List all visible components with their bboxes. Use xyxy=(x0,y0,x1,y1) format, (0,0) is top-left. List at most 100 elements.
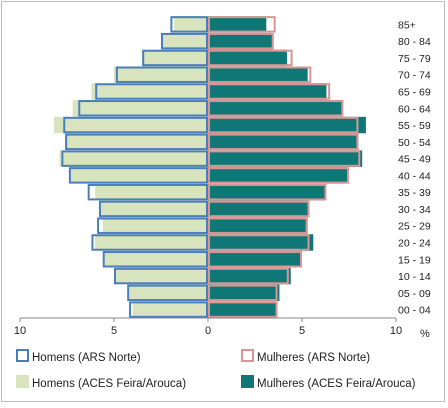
bar-female-ars-4 xyxy=(208,234,310,251)
x-axis: 10 5 0 5 10% xyxy=(14,317,430,340)
bar-female-aces-15 xyxy=(208,49,287,67)
bar-female-aces-0 xyxy=(208,301,276,318)
category-label-15: 75 - 79 xyxy=(398,53,431,65)
bar-male-ars-17 xyxy=(170,16,208,33)
bar-female-aces-16 xyxy=(208,32,272,50)
bar-male-aces-6 xyxy=(98,200,208,218)
female-ars-bars xyxy=(208,16,361,318)
bar-female-aces-11 xyxy=(208,116,366,134)
category-label-11: 55 - 59 xyxy=(398,120,431,132)
x-tick-label-0: 10 xyxy=(14,325,26,337)
bar-male-ars-6 xyxy=(98,200,208,218)
x-tick-label-4: 10 xyxy=(390,325,402,337)
bar-male-aces-11 xyxy=(53,116,209,134)
legend: Homens (ARS Norte) Mulheres (ARS Norte) Ho… xyxy=(16,349,416,390)
category-label-14: 70 - 74 xyxy=(398,70,431,82)
bar-female-ars-1 xyxy=(208,284,278,302)
bar-female-ars-9 xyxy=(208,150,361,167)
bar-female-ars-6 xyxy=(208,200,310,218)
bar-male-aces-2 xyxy=(115,267,208,285)
bar-female-ars-8 xyxy=(208,167,349,184)
bar-female-aces-12 xyxy=(208,100,342,117)
category-label-4: 20 - 24 xyxy=(398,238,431,250)
bar-male-ars-4 xyxy=(91,234,208,251)
bar-female-ars-0 xyxy=(208,301,278,318)
category-label-6: 30 - 34 xyxy=(398,204,431,216)
bar-female-aces-3 xyxy=(208,251,302,268)
bar-male-ars-10 xyxy=(65,133,209,151)
female-aces-bars xyxy=(208,16,366,318)
bar-male-ars-8 xyxy=(68,167,208,184)
bar-male-ars-15 xyxy=(142,49,208,67)
bar-male-ars-0 xyxy=(129,301,208,318)
bar-male-ars-14 xyxy=(115,66,208,83)
bar-male-ars-1 xyxy=(127,284,208,302)
bar-female-aces-9 xyxy=(208,150,363,167)
bar-male-ars-2 xyxy=(114,267,208,285)
bar-female-aces-2 xyxy=(208,267,291,285)
bar-male-aces-0 xyxy=(132,301,208,318)
bar-male-aces-10 xyxy=(65,133,208,151)
bar-male-aces-5 xyxy=(102,217,208,234)
x-axis-unit: % xyxy=(420,328,430,340)
bar-male-ars-12 xyxy=(78,100,208,117)
bar-male-aces-8 xyxy=(70,167,208,184)
male-aces-bars xyxy=(53,16,209,318)
bar-female-aces-6 xyxy=(208,200,308,218)
bar-female-ars-16 xyxy=(208,32,274,50)
legend-swatch-0 xyxy=(16,349,29,362)
x-tick-label-2: 0 xyxy=(205,325,211,337)
bar-male-ars-3 xyxy=(102,251,208,268)
bar-female-aces-17 xyxy=(208,16,267,33)
category-label-16: 80 - 84 xyxy=(398,36,431,48)
category-label-8: 40 - 44 xyxy=(398,170,431,182)
bar-female-ars-12 xyxy=(208,100,344,117)
bar-female-ars-15 xyxy=(208,49,293,67)
bar-male-aces-7 xyxy=(95,183,208,201)
bar-female-aces-14 xyxy=(208,66,308,83)
bar-male-ars-9 xyxy=(61,150,208,167)
bar-female-aces-10 xyxy=(208,133,359,151)
bar-female-aces-1 xyxy=(208,284,280,302)
population-pyramid-chart: 10 5 0 5 10% 00 - 04 05 - 09 10 - 14 15 - 19 20 … xyxy=(14,16,431,390)
category-label-1: 05 - 09 xyxy=(398,288,431,300)
bar-male-aces-13 xyxy=(91,83,208,100)
bar-female-ars-2 xyxy=(208,267,289,285)
bar-female-aces-8 xyxy=(208,167,348,184)
bar-female-aces-7 xyxy=(208,183,325,201)
bar-male-ars-13 xyxy=(95,83,208,100)
x-tick-label-3: 5 xyxy=(299,325,305,337)
category-label-0: 00 - 04 xyxy=(398,305,431,317)
bar-male-aces-14 xyxy=(114,66,208,83)
bar-female-aces-4 xyxy=(208,234,314,251)
bar-female-aces-5 xyxy=(208,217,308,234)
legend-label-1: Mulheres (ARS Norte) xyxy=(257,352,370,364)
category-label-2: 10 - 14 xyxy=(398,271,431,283)
category-label-9: 45 - 49 xyxy=(398,154,431,166)
male-ars-bars xyxy=(61,16,209,318)
legend-swatch-1 xyxy=(241,349,254,362)
bar-male-aces-4 xyxy=(95,234,208,251)
category-label-5: 25 - 29 xyxy=(398,221,431,233)
category-labels: 00 - 04 05 - 09 10 - 14 15 - 19 20 - 24 25 - … xyxy=(398,19,431,316)
bar-male-aces-17 xyxy=(174,16,208,33)
category-label-3: 15 - 19 xyxy=(398,254,431,266)
bar-male-aces-1 xyxy=(129,284,208,302)
legend-swatch-3 xyxy=(241,375,254,388)
bar-male-ars-5 xyxy=(97,217,208,234)
legend-label-3: Mulheres (ACES Feira/Arouca) xyxy=(257,378,416,390)
bar-female-ars-14 xyxy=(208,66,312,83)
bar-female-aces-13 xyxy=(208,83,327,100)
legend-label-0: Homens (ARS Norte) xyxy=(32,352,141,364)
bar-female-ars-13 xyxy=(208,83,331,100)
bar-male-ars-16 xyxy=(161,32,208,50)
category-label-13: 65 - 69 xyxy=(398,87,431,99)
legend-swatch-2 xyxy=(16,375,29,388)
bar-male-ars-11 xyxy=(63,116,208,134)
category-label-7: 35 - 39 xyxy=(398,187,431,199)
x-tick-label-1: 5 xyxy=(111,325,117,337)
bar-male-aces-12 xyxy=(72,100,208,117)
bar-female-ars-17 xyxy=(208,16,276,33)
bar-male-ars-7 xyxy=(87,183,208,201)
bar-male-aces-3 xyxy=(104,251,208,268)
